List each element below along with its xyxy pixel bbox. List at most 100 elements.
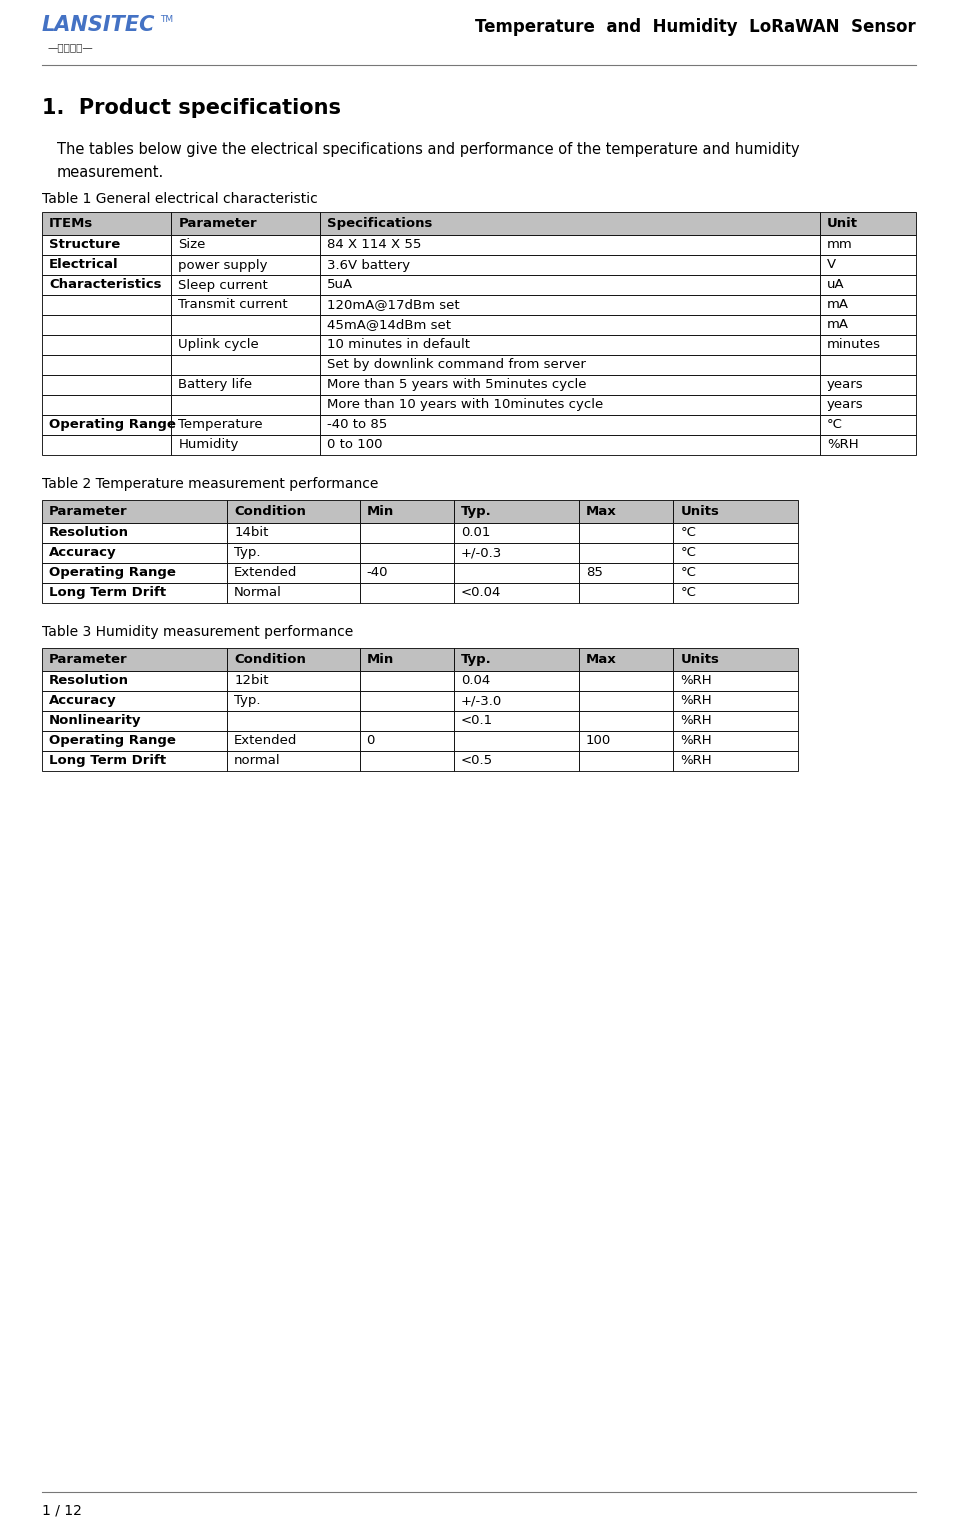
- FancyBboxPatch shape: [42, 649, 227, 672]
- FancyBboxPatch shape: [227, 583, 359, 603]
- Text: 0 to 100: 0 to 100: [327, 439, 382, 451]
- Text: %RH: %RH: [680, 734, 712, 748]
- Text: Max: Max: [585, 505, 617, 519]
- Text: %RH: %RH: [680, 715, 712, 727]
- FancyBboxPatch shape: [171, 295, 320, 315]
- Text: 3.6V battery: 3.6V battery: [327, 259, 410, 271]
- FancyBboxPatch shape: [42, 315, 171, 335]
- Text: Structure: Structure: [49, 239, 121, 251]
- FancyBboxPatch shape: [42, 355, 171, 375]
- FancyBboxPatch shape: [42, 583, 227, 603]
- FancyBboxPatch shape: [171, 256, 320, 275]
- Text: mm: mm: [827, 239, 853, 251]
- FancyBboxPatch shape: [454, 731, 579, 751]
- Text: years: years: [827, 378, 863, 392]
- FancyBboxPatch shape: [454, 500, 579, 523]
- FancyBboxPatch shape: [820, 395, 916, 415]
- FancyBboxPatch shape: [820, 435, 916, 454]
- Text: Min: Min: [367, 505, 394, 519]
- FancyBboxPatch shape: [673, 731, 798, 751]
- Text: Table 2 Temperature measurement performance: Table 2 Temperature measurement performa…: [42, 477, 378, 491]
- FancyBboxPatch shape: [42, 751, 227, 771]
- Text: Long Term Drift: Long Term Drift: [49, 754, 166, 768]
- Text: 5uA: 5uA: [327, 278, 354, 292]
- FancyBboxPatch shape: [579, 649, 673, 672]
- FancyBboxPatch shape: [320, 236, 820, 256]
- Text: Condition: Condition: [234, 653, 307, 666]
- FancyBboxPatch shape: [320, 375, 820, 395]
- FancyBboxPatch shape: [359, 523, 454, 543]
- FancyBboxPatch shape: [42, 543, 227, 563]
- FancyBboxPatch shape: [227, 523, 359, 543]
- FancyBboxPatch shape: [227, 649, 359, 672]
- FancyBboxPatch shape: [227, 692, 359, 711]
- FancyBboxPatch shape: [42, 672, 227, 692]
- Text: Operating Range: Operating Range: [49, 734, 176, 748]
- Text: %RH: %RH: [680, 675, 712, 687]
- Text: uA: uA: [827, 278, 845, 292]
- Text: 120mA@17dBm set: 120mA@17dBm set: [327, 298, 460, 312]
- FancyBboxPatch shape: [454, 543, 579, 563]
- Text: Uplink cycle: Uplink cycle: [178, 338, 259, 352]
- FancyBboxPatch shape: [227, 711, 359, 731]
- FancyBboxPatch shape: [42, 236, 171, 256]
- Text: °C: °C: [680, 566, 696, 580]
- FancyBboxPatch shape: [42, 335, 171, 355]
- Text: 14bit: 14bit: [234, 526, 268, 540]
- FancyBboxPatch shape: [171, 375, 320, 395]
- FancyBboxPatch shape: [359, 543, 454, 563]
- Text: Transmit current: Transmit current: [178, 298, 288, 312]
- Text: +/-3.0: +/-3.0: [461, 695, 502, 707]
- FancyBboxPatch shape: [227, 563, 359, 583]
- Text: normal: normal: [234, 754, 281, 768]
- FancyBboxPatch shape: [42, 415, 171, 435]
- FancyBboxPatch shape: [320, 435, 820, 454]
- FancyBboxPatch shape: [454, 563, 579, 583]
- Text: Unit: Unit: [827, 217, 857, 230]
- FancyBboxPatch shape: [227, 751, 359, 771]
- Text: Battery life: Battery life: [178, 378, 253, 392]
- FancyBboxPatch shape: [42, 523, 227, 543]
- Text: Resolution: Resolution: [49, 526, 129, 540]
- FancyBboxPatch shape: [171, 395, 320, 415]
- Text: 0: 0: [367, 734, 375, 748]
- Text: Parameter: Parameter: [178, 217, 257, 230]
- FancyBboxPatch shape: [359, 672, 454, 692]
- Text: Resolution: Resolution: [49, 675, 129, 687]
- Text: 84 X 114 X 55: 84 X 114 X 55: [327, 239, 422, 251]
- FancyBboxPatch shape: [673, 523, 798, 543]
- Text: Table 1 General electrical characteristic: Table 1 General electrical characteristi…: [42, 191, 318, 207]
- FancyBboxPatch shape: [171, 315, 320, 335]
- Text: Characteristics: Characteristics: [49, 278, 162, 292]
- FancyBboxPatch shape: [454, 751, 579, 771]
- Text: Units: Units: [680, 653, 719, 666]
- Text: 0.04: 0.04: [461, 675, 490, 687]
- Text: 12bit: 12bit: [234, 675, 269, 687]
- FancyBboxPatch shape: [673, 500, 798, 523]
- Text: Nonlinearity: Nonlinearity: [49, 715, 142, 727]
- FancyBboxPatch shape: [359, 500, 454, 523]
- Text: —蓝天达科—: —蓝天达科—: [47, 41, 93, 52]
- Text: ITEMs: ITEMs: [49, 217, 93, 230]
- Text: Set by downlink command from server: Set by downlink command from server: [327, 358, 585, 372]
- Text: TM: TM: [160, 15, 173, 24]
- Text: Accuracy: Accuracy: [49, 695, 117, 707]
- Text: measurement.: measurement.: [57, 165, 164, 181]
- FancyBboxPatch shape: [171, 415, 320, 435]
- FancyBboxPatch shape: [673, 751, 798, 771]
- FancyBboxPatch shape: [320, 213, 820, 236]
- FancyBboxPatch shape: [171, 435, 320, 454]
- FancyBboxPatch shape: [320, 355, 820, 375]
- FancyBboxPatch shape: [673, 563, 798, 583]
- FancyBboxPatch shape: [320, 395, 820, 415]
- FancyBboxPatch shape: [820, 275, 916, 295]
- Text: 1.  Product specifications: 1. Product specifications: [42, 98, 341, 118]
- Text: °C: °C: [827, 419, 843, 431]
- Text: Electrical: Electrical: [49, 259, 119, 271]
- Text: Max: Max: [585, 653, 617, 666]
- Text: mA: mA: [827, 298, 849, 312]
- FancyBboxPatch shape: [820, 236, 916, 256]
- FancyBboxPatch shape: [42, 500, 227, 523]
- Text: Typ.: Typ.: [234, 546, 261, 560]
- Text: %RH: %RH: [680, 695, 712, 707]
